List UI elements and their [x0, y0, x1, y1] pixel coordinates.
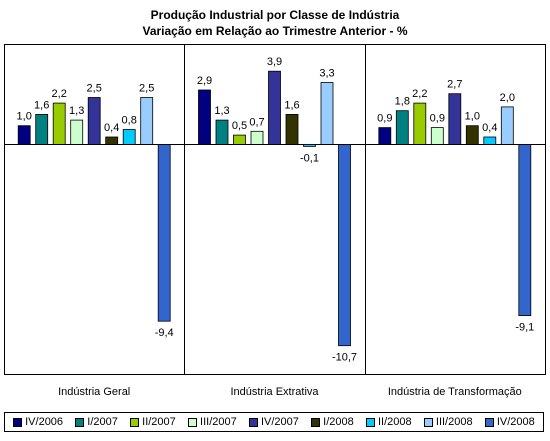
- bar: [17, 125, 31, 145]
- data-label: 0,9: [377, 113, 392, 125]
- data-label: 2,7: [447, 79, 462, 91]
- bar: [448, 93, 462, 145]
- bar: [198, 89, 211, 145]
- data-label: 1,8: [395, 96, 410, 108]
- data-label: 1,0: [17, 111, 32, 123]
- data-label: 1,6: [284, 99, 299, 111]
- legend-label: IV/2007: [260, 416, 299, 428]
- data-label: 1,0: [465, 111, 480, 123]
- data-label: 2,9: [197, 75, 212, 87]
- legend-label: IV/2008: [496, 416, 535, 428]
- legend-label: III/2008: [435, 416, 473, 428]
- bar: [215, 119, 229, 145]
- data-label: 2,5: [87, 83, 102, 95]
- data-label: 0,4: [104, 122, 119, 134]
- bar: [268, 70, 281, 145]
- legend-swatch: [75, 417, 85, 427]
- legend-label: III/2007: [200, 416, 237, 428]
- data-label: 0,8: [122, 115, 137, 127]
- bar: [52, 102, 66, 145]
- bar: [87, 97, 101, 145]
- bar: [250, 130, 264, 145]
- bar: [395, 110, 409, 145]
- bar: [378, 127, 392, 145]
- bar: [413, 102, 427, 145]
- legend-swatch: [484, 417, 494, 427]
- legend-item: IV/2008: [484, 416, 535, 428]
- bar: [430, 127, 444, 145]
- legend-label: II/2008: [378, 416, 412, 428]
- bar: [122, 129, 136, 145]
- data-label: 2,2: [412, 88, 427, 100]
- bar: [483, 136, 497, 145]
- legend-item: II/2008: [366, 416, 412, 428]
- bar: [157, 144, 171, 322]
- data-label: 0,7: [249, 116, 264, 128]
- bar: [35, 114, 49, 145]
- legend-label: IV/2006: [25, 416, 64, 428]
- legend-item: IV/2006: [13, 416, 63, 428]
- bar: [518, 144, 532, 317]
- legend-item: I/2007: [75, 416, 118, 428]
- bar: [320, 82, 334, 145]
- category-label: Indústria Extrativa: [230, 386, 319, 398]
- legend-item: I/2008: [311, 416, 354, 428]
- data-label: 3,9: [267, 56, 282, 68]
- data-label: 2,0: [500, 92, 515, 104]
- legend-swatch: [423, 417, 433, 427]
- data-label: -0,1: [300, 152, 319, 164]
- legend-label: I/2007: [87, 416, 118, 428]
- legend-swatch: [248, 417, 258, 427]
- data-label: -10,7: [332, 352, 357, 364]
- legend-item: II/2007: [130, 416, 176, 428]
- chart-subtitle: Variação em Relação ao Trimestre Anterio…: [142, 24, 408, 38]
- data-label: 0,5: [232, 120, 247, 132]
- data-label: 2,5: [139, 83, 154, 95]
- data-label: -9,1: [515, 322, 534, 334]
- legend-swatch: [366, 417, 375, 427]
- legend: IV/2006 I/2007 II/2007 III/2007 IV/2007 I/200…: [4, 412, 544, 432]
- legend-item: III/2008: [423, 416, 473, 428]
- bar: [338, 144, 351, 347]
- category-label: Indústria Geral: [58, 386, 130, 398]
- bar: [285, 114, 299, 145]
- data-label: 2,2: [52, 88, 67, 100]
- legend-swatch: [311, 417, 321, 427]
- data-label: 1,3: [69, 105, 84, 117]
- chart-title: Produção Industrial por Classe de Indúst…: [150, 8, 400, 22]
- data-label: 0,4: [482, 122, 497, 134]
- legend-label: I/2008: [323, 416, 354, 428]
- bar: [140, 97, 154, 145]
- data-label: 1,3: [214, 105, 229, 117]
- bar: [105, 136, 119, 145]
- legend-swatch: [188, 417, 198, 427]
- legend-swatch: [13, 417, 23, 427]
- data-label: 3,3: [319, 68, 334, 80]
- category-label: Indústria de Transformação: [388, 386, 522, 398]
- data-label: 1,6: [34, 99, 49, 111]
- legend-label: II/2007: [142, 416, 176, 428]
- bar: [233, 134, 246, 145]
- bar: [500, 106, 514, 145]
- legend-swatch: [130, 417, 140, 427]
- bar: [465, 125, 479, 145]
- data-label: 0,9: [430, 113, 445, 125]
- legend-item: IV/2007: [248, 416, 299, 428]
- bar: [70, 119, 84, 145]
- legend-item: III/2007: [188, 416, 237, 428]
- data-label: -9,4: [155, 327, 174, 339]
